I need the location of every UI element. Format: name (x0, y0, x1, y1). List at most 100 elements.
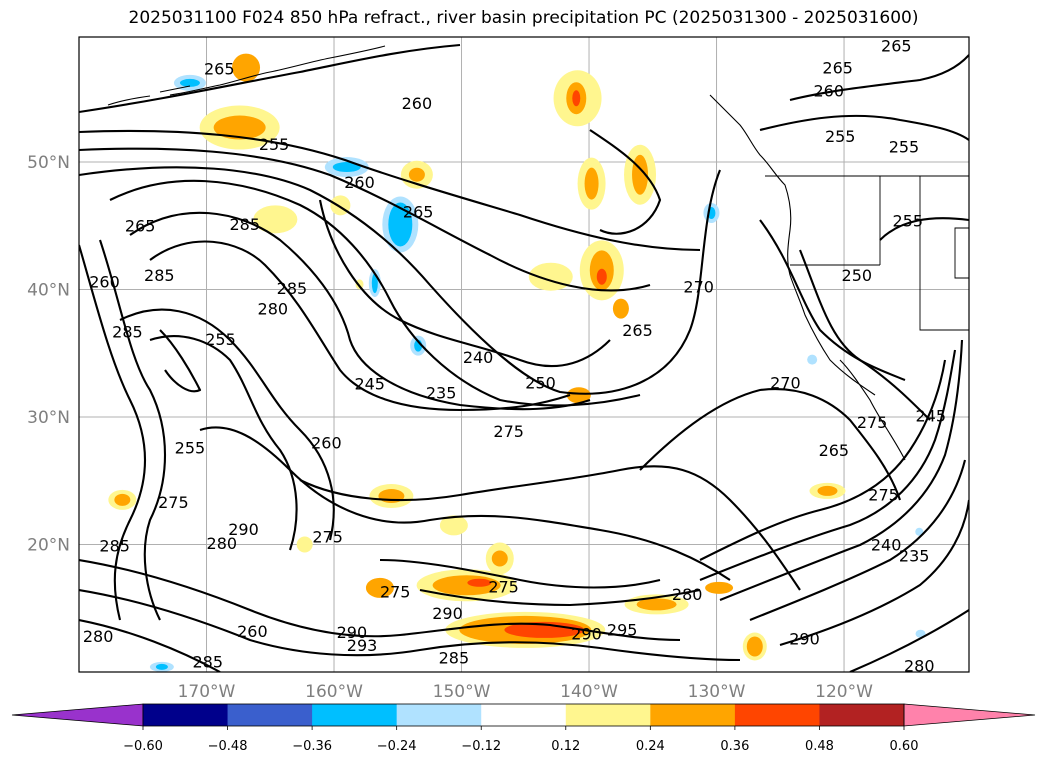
plot-frame (78, 36, 970, 673)
longitude-tick-label: 160°W (305, 682, 363, 702)
contour-label: 280 (258, 299, 289, 318)
contour-label: 275 (312, 528, 343, 547)
colorbar-tick-label: 0.12 (551, 739, 580, 754)
contour-line (79, 588, 741, 662)
contour-line (119, 308, 335, 541)
pacific-northwest-coast (709, 94, 876, 396)
contour-line (419, 588, 701, 607)
contour-label: 260 (402, 94, 433, 113)
precip-anomaly-patch (572, 90, 581, 107)
contour-label: 285 (144, 266, 175, 285)
precip-anomaly-patch (114, 493, 131, 506)
colorbar-segment (396, 704, 482, 726)
colorbar-tick-label: −0.24 (377, 739, 417, 754)
contour-label: 280 (83, 627, 114, 646)
colorbar-tick-label: −0.12 (461, 739, 501, 754)
contour-label: 235 (426, 384, 457, 403)
contour-line (79, 129, 701, 252)
precip-anomaly-patch (253, 205, 298, 234)
contour-line (779, 499, 969, 647)
precip-anomaly-patch (371, 273, 378, 294)
contour-label: 290 (789, 630, 820, 649)
colorbar-tick-label: −0.36 (292, 739, 332, 754)
contour-label: 260 (89, 273, 120, 292)
contour-label: 265 (822, 58, 853, 77)
contour-label: 265 (204, 60, 235, 79)
contour-line (99, 239, 167, 621)
precip-anomaly-patch (584, 167, 599, 200)
contour-label: 265 (125, 216, 156, 235)
alaska-peninsula-coast (107, 85, 191, 106)
contour-line (79, 43, 461, 114)
coastlines (107, 45, 906, 461)
contour-label: 285 (193, 653, 224, 672)
contour-label: 285 (277, 279, 308, 298)
contour-label: 290 (432, 604, 463, 623)
contour-label: 235 (899, 547, 930, 566)
contour-line (149, 335, 298, 551)
contour-label: 275 (868, 486, 899, 505)
contour-label: 285 (99, 537, 130, 556)
contour-line (149, 240, 571, 412)
contour-label: 275 (857, 413, 888, 432)
precip-anomaly-patch (232, 53, 261, 82)
contour-label: 295 (607, 621, 638, 640)
precip-anomaly-patch (807, 354, 818, 365)
political-borders (765, 175, 969, 331)
colorbar-tick-label: −0.60 (123, 739, 163, 754)
latitude-tick-label: 20°N (27, 535, 70, 555)
contour-label: 290 (571, 625, 602, 644)
contour-line (699, 349, 957, 581)
latitude-tick-label: 50°N (27, 153, 70, 173)
colorbar: −0.60 −0.48 −0.36 −0.24 −0.12 0.12 0.24 0.36 0.4… (11, 703, 1036, 754)
colorbar-tick-label: −0.48 (208, 739, 248, 754)
contour-label: 285 (439, 649, 470, 668)
colorbar-tick-label: 0.36 (720, 739, 749, 754)
alaska-coastline (169, 45, 386, 96)
colorbar-frame (142, 703, 905, 727)
longitude-tick-label: 140°W (560, 682, 618, 702)
contour-label: 245 (354, 375, 385, 394)
contour-label: 265 (881, 37, 912, 56)
contour-label: 260 (237, 622, 268, 641)
contour-line (318, 199, 611, 368)
contour-line (159, 329, 202, 393)
precip-anomaly-patch (439, 515, 468, 536)
contour-label: 270 (683, 278, 714, 297)
contour-line (849, 609, 969, 672)
precip-anomaly-patch (332, 162, 361, 173)
colorbar-segment (819, 704, 905, 726)
refractivity-contours (79, 43, 969, 672)
contour-label: 240 (463, 348, 494, 367)
contour-label: 255 (205, 330, 236, 349)
contour-line (109, 179, 641, 407)
latitude-tick-label: 40°N (27, 280, 70, 300)
colorbar-extend-low (11, 703, 144, 727)
precip-anomaly-patch (915, 527, 924, 536)
precip-anomaly-patch (296, 536, 313, 553)
contour-label: 275 (493, 422, 524, 441)
longitude-axis: 170°W 160°W 150°W 140°W 130°W 120°W (178, 682, 873, 702)
contour-label: 265 (403, 202, 434, 221)
precip-anomaly-patch (491, 550, 508, 567)
map-title: 2025031100 F024 850 hPa refract., river … (128, 8, 919, 28)
contour-line (789, 54, 969, 102)
colorbar-segment (481, 704, 567, 726)
precip-anomaly-patch (365, 577, 394, 598)
contour-label: 275 (380, 582, 411, 601)
contour-label: 290 (228, 520, 259, 539)
precip-anomaly-patch (408, 167, 425, 182)
contour-line (759, 219, 906, 381)
precip-anomaly-patch (155, 663, 168, 670)
precip-anomaly-patch (596, 268, 607, 285)
longitude-tick-label: 130°W (688, 682, 746, 702)
contour-label: 255 (825, 127, 856, 146)
contour-label: 265 (819, 441, 850, 460)
contour-label: 285 (229, 215, 260, 234)
contour-line (719, 339, 964, 601)
contour-label: 280 (904, 656, 935, 675)
precip-anomaly-patch (705, 581, 734, 594)
colorbar-segment (734, 704, 820, 726)
